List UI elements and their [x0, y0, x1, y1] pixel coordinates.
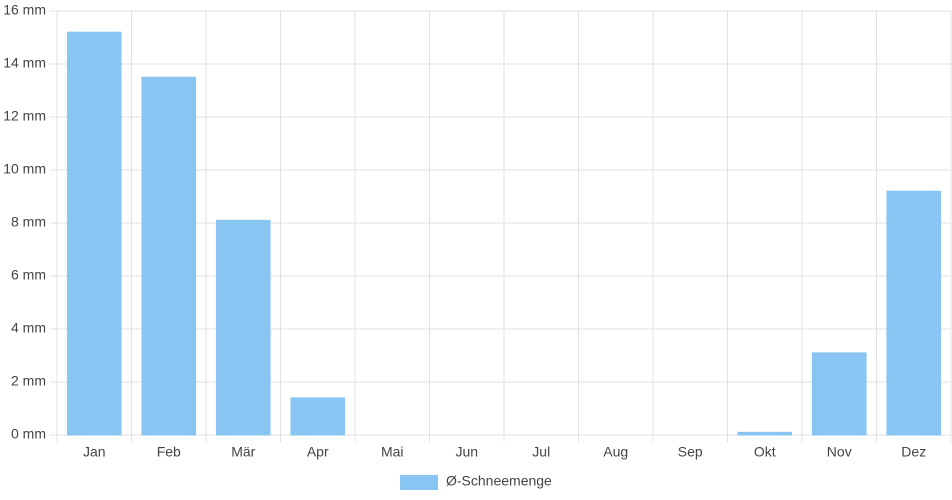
- y-tick-label: 8 mm: [11, 214, 46, 230]
- x-tick-label: Mai: [381, 444, 404, 460]
- x-tick-label: Apr: [307, 444, 329, 460]
- bar: [737, 431, 793, 436]
- x-tick-label: Jun: [455, 444, 478, 460]
- y-tick-label: 2 mm: [11, 373, 46, 389]
- bar: [141, 76, 197, 436]
- x-tick-label: Mär: [231, 444, 255, 460]
- x-tick-label: Dez: [901, 444, 926, 460]
- x-tick-label: Jan: [83, 444, 106, 460]
- bar: [215, 219, 271, 436]
- x-tick-label: Jul: [532, 444, 550, 460]
- legend-swatch: [400, 475, 438, 490]
- x-tick-label: Feb: [157, 444, 181, 460]
- x-tick-label: Sep: [678, 444, 703, 460]
- x-tick-label: Okt: [754, 444, 776, 460]
- y-tick-label: 14 mm: [3, 55, 46, 71]
- x-tick-label: Nov: [827, 444, 852, 460]
- y-tick-label: 12 mm: [3, 108, 46, 124]
- x-tick-label: Aug: [603, 444, 628, 460]
- y-tick-label: 0 mm: [11, 426, 46, 442]
- y-tick-label: 6 mm: [11, 267, 46, 283]
- legend-label: Ø-Schneemenge: [446, 473, 552, 489]
- y-tick-label: 16 mm: [3, 2, 46, 18]
- bar: [290, 397, 346, 436]
- bar: [66, 31, 122, 436]
- y-tick-label: 10 mm: [3, 161, 46, 177]
- bar: [886, 190, 942, 436]
- y-tick-label: 4 mm: [11, 320, 46, 336]
- bar: [811, 352, 867, 436]
